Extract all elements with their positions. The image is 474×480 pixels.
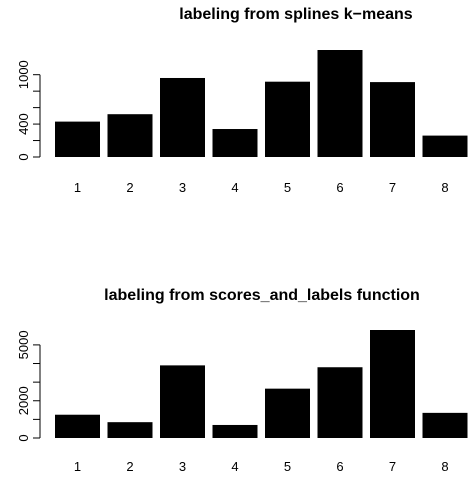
x-tick-label: 1 — [74, 180, 81, 195]
bar-4 — [212, 129, 258, 157]
bar-2 — [107, 114, 153, 157]
x-tick-label: 7 — [389, 459, 396, 474]
x-tick-label: 5 — [284, 459, 291, 474]
y-tick-label: 0 — [16, 153, 31, 160]
bar-8 — [422, 135, 468, 157]
y-tick-label: 2000 — [16, 386, 31, 415]
chart-scores-and-labels: labeling from scores_and_labels function… — [16, 287, 468, 474]
bar-8 — [422, 412, 468, 438]
bar-1 — [55, 121, 100, 157]
bar-group — [55, 330, 468, 438]
x-tick-label: 5 — [284, 180, 291, 195]
bar-5 — [265, 81, 310, 157]
bar-5 — [265, 388, 310, 438]
y-tick-label: 5000 — [16, 330, 31, 359]
bar-4 — [212, 424, 258, 438]
bar-3 — [160, 365, 205, 438]
bar-6 — [317, 50, 363, 157]
bar-2 — [107, 422, 153, 438]
bar-7 — [370, 82, 415, 157]
x-tick-label: 6 — [336, 459, 343, 474]
x-tick-labels: 1 2 3 4 5 6 7 8 — [74, 459, 449, 474]
x-tick-label: 3 — [179, 180, 186, 195]
y-tick-label: 400 — [16, 113, 31, 135]
x-tick-label: 6 — [336, 180, 343, 195]
bar-1 — [55, 414, 100, 438]
x-tick-label: 1 — [74, 459, 81, 474]
chart-title: labeling from scores_and_labels function — [104, 287, 420, 304]
x-tick-label: 2 — [126, 459, 133, 474]
x-tick-label: 3 — [179, 459, 186, 474]
y-tick-label: 0 — [16, 434, 31, 441]
y-tick-label: 1000 — [16, 60, 31, 89]
bar-6 — [317, 367, 363, 438]
y-axis: 0 400 1000 — [16, 60, 41, 161]
chart-title: labeling from splines k−means — [179, 6, 413, 23]
x-tick-label: 8 — [441, 459, 448, 474]
bar-7 — [370, 330, 415, 438]
y-axis: 0 2000 5000 — [16, 330, 41, 442]
x-tick-label: 2 — [126, 180, 133, 195]
bar-3 — [160, 77, 205, 157]
bar-group — [55, 50, 468, 157]
x-tick-label: 7 — [389, 180, 396, 195]
x-tick-label: 4 — [231, 459, 238, 474]
x-tick-labels: 1 2 3 4 5 6 7 8 — [74, 180, 449, 195]
x-tick-label: 8 — [441, 180, 448, 195]
x-tick-label: 4 — [231, 180, 238, 195]
chart-splines-kmeans: labeling from splines k−means 0 400 1000 1… — [16, 6, 468, 195]
